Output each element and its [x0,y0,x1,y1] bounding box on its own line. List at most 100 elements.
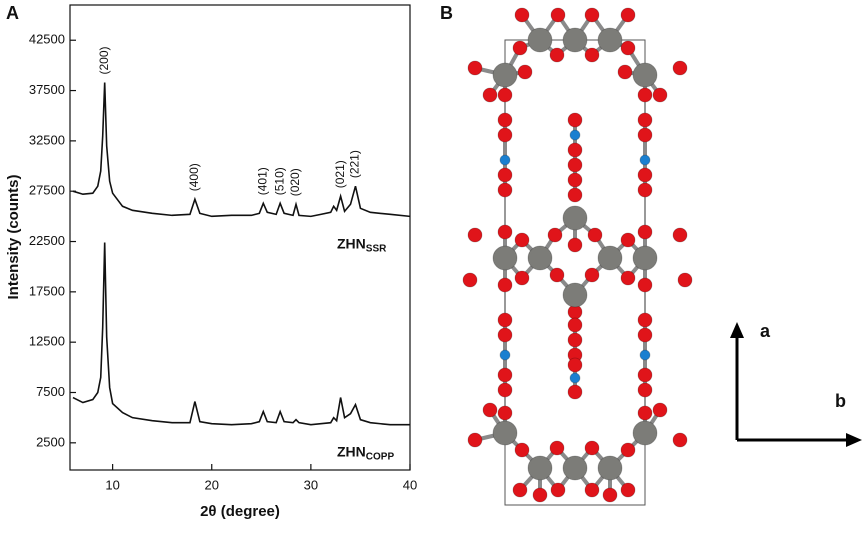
oxygen [497,367,513,383]
oxygen [497,312,513,328]
oxygen [497,327,513,343]
y-tick-label: 7500 [36,384,65,399]
oxygen [497,167,513,183]
oxygen [584,7,600,23]
oxygen [567,317,583,333]
oxygen [637,382,653,398]
oxygen [497,277,513,293]
oxygen [637,312,653,328]
data-line [72,82,411,218]
oxygen [567,142,583,158]
zinc [562,205,588,231]
peak-label: (221) [348,150,362,178]
zinc [597,27,623,53]
oxygen [584,440,600,456]
y-tick-label: 32500 [29,132,65,147]
oxygen [637,167,653,183]
zinc [492,420,518,446]
oxygen [512,40,528,56]
x-tick-label: 20 [205,477,219,492]
oxygen [620,7,636,23]
zinc [527,27,553,53]
lattice-axes: a b [730,321,862,447]
oxygen [514,442,530,458]
oxygen [637,405,653,421]
oxygen [549,440,565,456]
zinc [527,455,553,481]
peak-label: (021) [333,160,347,188]
oxygen [532,487,548,503]
oxygen [567,384,583,400]
oxygen [567,157,583,173]
y-tick-label: 17500 [29,283,65,298]
x-axis-label: 2θ (degree) [200,503,280,520]
zinc [562,282,588,308]
x-tick-label: 40 [403,477,417,492]
oxygen [602,487,618,503]
series-subscript: SSR [366,243,387,254]
oxygen [514,7,530,23]
oxygen [677,272,693,288]
oxygen [584,267,600,283]
oxygen [497,382,513,398]
oxygen [637,182,653,198]
y-axis-label: Intensity (counts) [5,174,22,299]
nitrogen [569,129,581,141]
zinc [492,62,518,88]
peak-label: (020) [288,168,302,196]
y-tick-label: 42500 [29,32,65,47]
oxygen [637,277,653,293]
oxygen [517,64,533,80]
y-tick-label: 22500 [29,233,65,248]
oxygen [482,402,498,418]
y-tick-label: 37500 [29,82,65,97]
axis-a-label: a [760,321,771,341]
oxygen [549,267,565,283]
oxygen [514,232,530,248]
oxygen [637,367,653,383]
oxygen [637,127,653,143]
y-tick-label: 2500 [36,434,65,449]
series-label: ZHNSSR [337,235,387,254]
oxygen [584,47,600,63]
data-line [72,242,410,426]
oxygen [497,127,513,143]
crystal-structure [462,7,693,506]
oxygen [550,7,566,23]
oxygen [652,402,668,418]
oxygen [497,405,513,421]
oxygen [567,237,583,253]
oxygen [550,482,566,498]
oxygen [567,172,583,188]
zinc [562,455,588,481]
nitrogen [499,349,511,361]
series-name: ZHN [337,443,366,459]
oxygen [467,432,483,448]
zinc [562,27,588,53]
peak-label: (400) [187,163,201,191]
zinc [632,420,658,446]
oxygen [620,232,636,248]
plot-frame [69,4,411,471]
nitrogen [499,154,511,166]
panel-label: A [6,3,19,23]
panel-label: B [440,3,453,23]
oxygen [637,327,653,343]
peak-label: (401) [255,167,269,195]
oxygen [637,112,653,128]
oxygen [567,187,583,203]
y-tick-label: 12500 [29,334,65,349]
zinc [527,245,553,271]
oxygen [497,87,513,103]
peak-label: (200) [97,46,111,74]
oxygen [497,112,513,128]
series-subscript: COPP [366,451,395,462]
x-tick-label: 30 [304,477,318,492]
oxygen [497,224,513,240]
y-tick-label: 27500 [29,183,65,198]
oxygen [567,332,583,348]
oxygen [672,432,688,448]
oxygen [482,87,498,103]
oxygen [514,270,530,286]
